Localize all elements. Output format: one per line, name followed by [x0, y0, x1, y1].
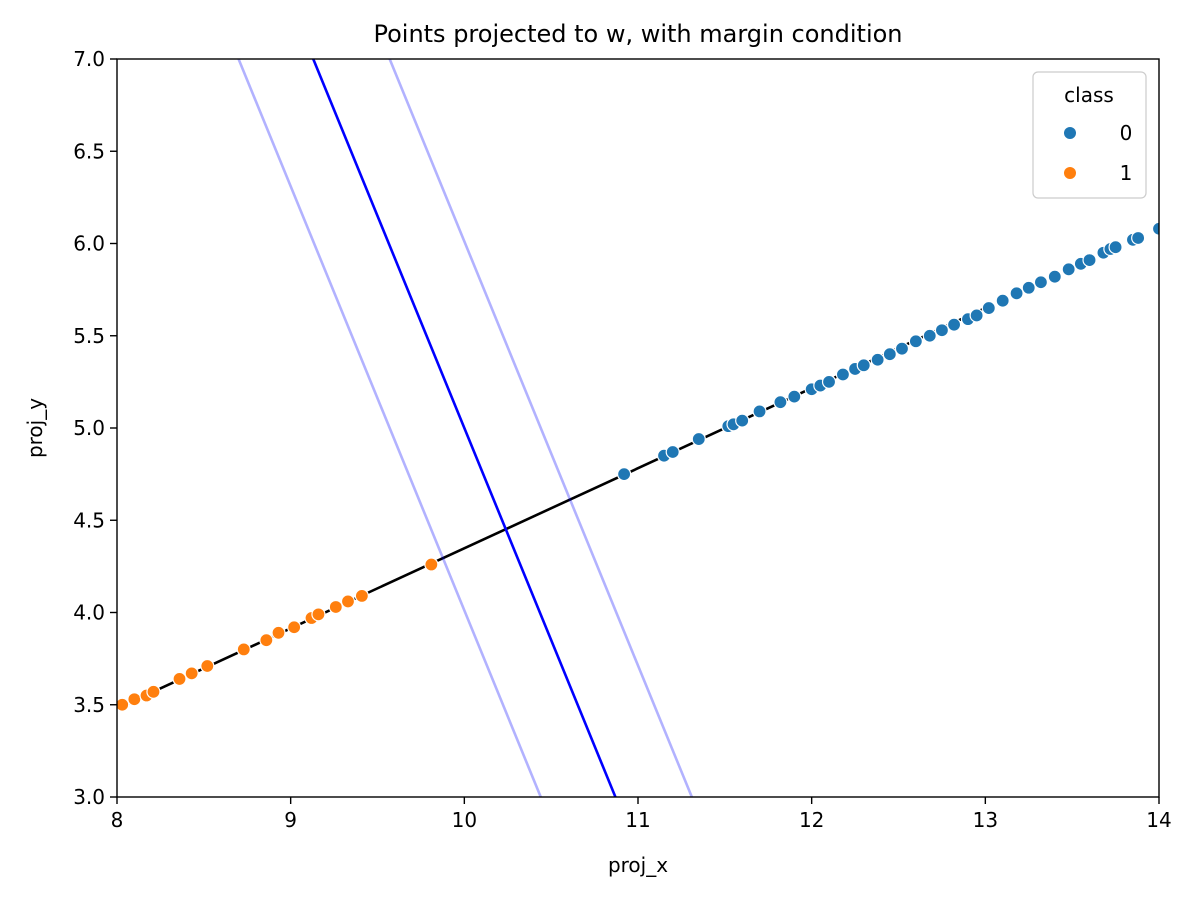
point-class-0: [1047, 269, 1062, 284]
legend-marker-class-0: [1064, 127, 1076, 139]
point-class-1: [271, 625, 286, 640]
point-class-0: [1151, 221, 1159, 236]
point-class-1: [117, 697, 130, 712]
point-class-1: [127, 692, 142, 707]
point-class-0: [835, 367, 851, 382]
point-class-0: [995, 293, 1010, 308]
y-axis-ticks: 3.0 3.5 4.0 4.5 5.0 5.5 6.0 6.5 7.0: [73, 47, 117, 809]
y-tick-label: 7.0: [73, 47, 105, 71]
point-class-0: [922, 328, 937, 343]
x-tick-label: 13: [973, 808, 998, 832]
y-tick-label: 4.0: [73, 601, 105, 625]
x-tick-label: 9: [284, 808, 297, 832]
point-class-0: [934, 323, 950, 338]
x-axis-label: proj_x: [608, 853, 668, 877]
y-axis-label: proj_y: [23, 398, 47, 458]
plot-frame: [116, 58, 1160, 798]
x-axis-ticks: 8 9 10 11 12 13 14: [111, 797, 1172, 832]
point-class-0: [894, 341, 910, 356]
x-tick-label: 10: [452, 808, 477, 832]
legend-marker-class-1: [1064, 167, 1076, 179]
y-tick-label: 6.0: [73, 232, 105, 256]
point-class-1: [236, 642, 251, 657]
point-class-0: [752, 404, 767, 419]
point-class-1: [146, 684, 161, 699]
point-class-1: [354, 588, 369, 603]
point-class-0: [1061, 262, 1076, 277]
point-class-0: [908, 334, 923, 349]
line-1: [312, 59, 617, 797]
point-class-1: [287, 620, 302, 635]
point-class-0: [735, 413, 750, 428]
point-class-0: [1009, 286, 1024, 301]
point-class-0: [787, 389, 802, 404]
point-class-1: [340, 594, 356, 609]
point-class-0: [870, 352, 885, 367]
y-tick-label: 3.0: [73, 785, 105, 809]
y-tick-label: 5.0: [73, 416, 105, 440]
y-tick-label: 3.5: [73, 693, 105, 717]
y-tick-label: 4.5: [73, 508, 105, 532]
point-class-0: [617, 467, 632, 482]
chart-title: Points projected to w, with margin condi…: [373, 20, 902, 48]
point-class-1: [184, 666, 199, 681]
point-class-0: [1033, 275, 1049, 290]
plot-area: [117, 59, 1159, 797]
point-class-1: [311, 607, 326, 622]
point-class-0: [1082, 253, 1097, 268]
y-tick-label: 6.5: [73, 139, 105, 163]
point-class-0: [821, 374, 837, 389]
point-class-0: [665, 444, 680, 460]
point-class-0: [1021, 280, 1036, 295]
point-class-0: [1108, 240, 1123, 255]
point-class-1: [328, 599, 343, 615]
point-class-0: [773, 395, 788, 410]
point-class-0: [946, 317, 962, 332]
point-class-1: [424, 557, 439, 572]
line-3: [388, 59, 694, 797]
point-class-0: [981, 300, 996, 316]
legend: class 0 1: [1032, 71, 1147, 199]
x-tick-label: 8: [111, 808, 124, 832]
point-class-0: [691, 431, 706, 447]
y-tick-label: 5.5: [73, 324, 105, 348]
line-2: [237, 59, 542, 797]
legend-box: [1032, 71, 1147, 199]
legend-label-class-0: 0: [1120, 121, 1133, 145]
point-class-0: [882, 347, 897, 362]
x-tick-label: 11: [625, 808, 650, 832]
legend-label-class-1: 1: [1120, 161, 1133, 185]
lines-layer: [117, 59, 986, 797]
x-tick-label: 14: [1146, 808, 1171, 832]
x-tick-label: 12: [799, 808, 824, 832]
legend-title: class: [1064, 83, 1114, 107]
point-class-1: [172, 671, 187, 687]
point-class-0: [969, 308, 984, 323]
point-class-1: [200, 658, 215, 674]
point-class-0: [856, 358, 871, 373]
point-class-0: [1131, 230, 1146, 246]
point-class-1: [259, 633, 274, 648]
points-layer: [117, 221, 1159, 712]
